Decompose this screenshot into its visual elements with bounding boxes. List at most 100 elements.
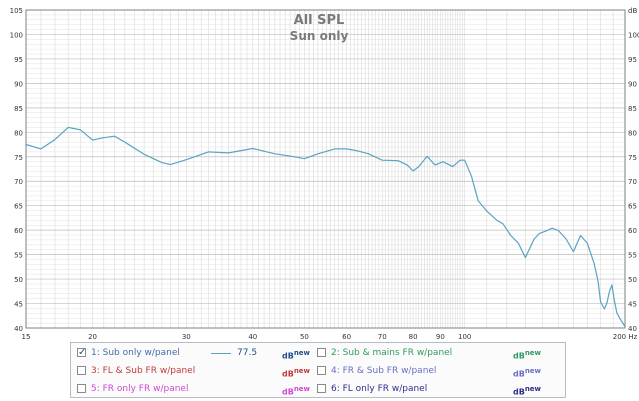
y-tick-label: 75 [14, 154, 23, 162]
legend-item[interactable]: 6: FL only FR w/panel dBnew [317, 381, 557, 397]
legend-checkbox[interactable] [317, 366, 326, 375]
data-point [427, 156, 428, 157]
data-point [407, 165, 408, 166]
data-point [587, 243, 588, 244]
y-tick-label: 50 [14, 276, 23, 284]
data-point [496, 220, 497, 221]
y-tick-label-right: 50 [628, 276, 637, 284]
legend-checkbox[interactable] [77, 366, 86, 375]
legend-checkbox[interactable] [77, 345, 86, 361]
legend-unit: dBnew [282, 385, 311, 397]
spl-chart: 40 40 45 45 50 50 55 55 60 60 65 65 70 70 75 75 80 80 85 85… [10, 7, 639, 341]
y-tick-label-right: 80 [628, 129, 637, 137]
data-point [606, 302, 607, 303]
legend-unit: dBnew [513, 367, 542, 379]
y-tick-label-right: 55 [628, 252, 637, 260]
data-point [502, 223, 503, 224]
x-tick-label: 200 Hz [613, 333, 638, 341]
data-point [334, 148, 335, 149]
data-point [80, 129, 81, 130]
data-point [486, 211, 487, 212]
legend-label: 4: FR & Sub FR w/panel [331, 366, 437, 376]
data-point [624, 326, 625, 327]
data-point [304, 158, 305, 159]
data-point [103, 137, 104, 138]
legend-item[interactable]: 2: Sub & mains FR w/panel dBnew [317, 345, 557, 361]
y-tick-label: 100 [10, 31, 23, 39]
data-point [510, 235, 511, 236]
y-tick-label-right: 45 [628, 301, 637, 309]
data-point [604, 308, 605, 309]
data-point [464, 160, 465, 161]
y-tick-label: 55 [14, 252, 23, 260]
legend-item[interactable]: 4: FR & Sub FR w/panel dBnew [317, 363, 557, 379]
data-point [357, 150, 358, 151]
legend-checkbox[interactable] [317, 384, 326, 393]
x-tick-label: 90 [436, 333, 445, 341]
data-point [54, 139, 55, 140]
data-point [459, 160, 460, 161]
data-point [114, 136, 115, 137]
data-point [452, 166, 453, 167]
data-point [611, 284, 612, 285]
legend-unit: dBnew [513, 349, 542, 361]
data-point [614, 300, 615, 301]
legend-value: 77.5 [237, 348, 258, 358]
chart-subtitle: Sun only [290, 29, 349, 43]
data-point [208, 151, 209, 152]
y-tick-label: 65 [14, 203, 23, 211]
y-tick-label-right: 95 [628, 56, 637, 64]
data-point [518, 242, 519, 243]
x-tick-label: 80 [409, 333, 418, 341]
legend-checkbox[interactable] [317, 348, 326, 357]
data-point [382, 160, 383, 161]
y-tick-label: 70 [14, 178, 23, 186]
data-point [600, 302, 601, 303]
legend-label: 3: FL & Sub FR w/panel [91, 366, 196, 376]
data-point [317, 153, 318, 154]
y-tick-label-right: 70 [628, 178, 637, 186]
x-tick-label: 60 [342, 333, 351, 341]
y-tick-label-right: 100 [628, 31, 639, 39]
data-point [346, 148, 347, 149]
chart-title: All SPL [294, 13, 345, 28]
data-point [274, 153, 275, 154]
data-point [545, 231, 546, 232]
data-point [573, 251, 574, 252]
legend-checkbox[interactable] [77, 384, 86, 393]
y-tick-label: 80 [14, 129, 23, 137]
data-point [92, 140, 93, 141]
data-point [609, 291, 610, 292]
y-tick-label-right: 85 [628, 105, 637, 113]
data-point [616, 312, 617, 313]
legend-label: 5: FR only FR w/panel [91, 384, 189, 394]
data-point [620, 319, 621, 320]
data-point [294, 156, 295, 157]
x-tick-label: 15 [22, 333, 31, 341]
data-point [228, 152, 229, 153]
y-tick-label: 40 [14, 325, 23, 333]
y-tick-label-right: 60 [628, 227, 637, 235]
legend-line-swatch [211, 353, 231, 354]
data-point [161, 162, 162, 163]
data-point [252, 148, 253, 149]
legend-item[interactable]: 1: Sub only w/panel 77.5 dBnew [77, 345, 317, 361]
legend-label: 2: Sub & mains FR w/panel [331, 348, 453, 358]
y-tick-label: 90 [14, 80, 23, 88]
legend-item[interactable]: 5: FR only FR w/panel dBnew [77, 381, 317, 397]
data-point [25, 144, 26, 145]
data-point [525, 257, 526, 258]
legend-item[interactable]: 3: FL & Sub FR w/panel dBnew [77, 363, 317, 379]
data-point [398, 160, 399, 161]
x-tick-label: 40 [248, 333, 257, 341]
legend-unit: dBnew [513, 385, 542, 397]
y-tick-label: 105 [10, 7, 23, 15]
data-point [478, 200, 479, 201]
y-tick-label-right: 75 [628, 154, 637, 162]
data-point [144, 154, 145, 155]
legend-unit: dBnew [282, 349, 311, 361]
x-tick-label: 100 [458, 333, 471, 341]
data-point [435, 165, 436, 166]
y-tick-label-right: 65 [628, 203, 637, 211]
